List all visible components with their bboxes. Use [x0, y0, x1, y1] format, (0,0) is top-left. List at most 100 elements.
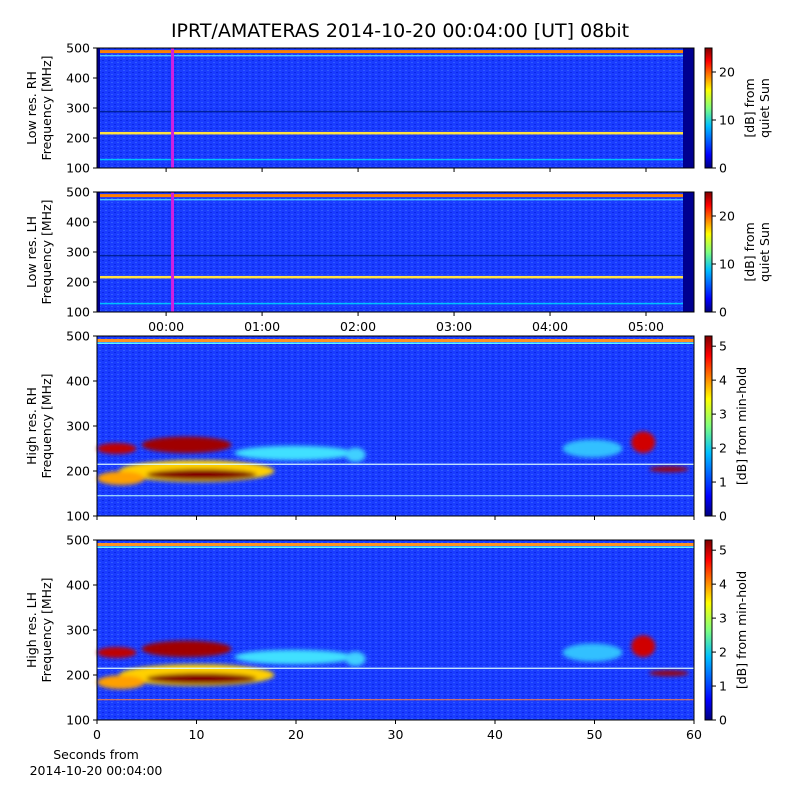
band	[97, 131, 694, 135]
burst	[631, 635, 656, 657]
y-tick-label: 300	[66, 419, 90, 434]
colorbar-tick-label: 4	[719, 577, 727, 592]
colorbar-tick-label: 20	[719, 209, 735, 224]
band	[97, 302, 694, 305]
x-tick-label: 03:00	[436, 319, 472, 334]
band	[97, 110, 694, 113]
band	[97, 199, 694, 201]
burst	[234, 445, 354, 461]
colorbar-label: quiet Sun	[757, 222, 772, 282]
y-tick-label: 100	[66, 509, 90, 524]
colorbar-label: [dB] from min-hold	[734, 367, 749, 485]
burst	[97, 471, 145, 486]
band	[97, 275, 694, 279]
colorbar-tick-label: 5	[719, 339, 727, 354]
y-tick-label: 200	[66, 275, 90, 290]
x-tick-label: 04:00	[532, 319, 568, 334]
x-tick-label: 01:00	[244, 319, 280, 334]
y-axis-label: High res. LH	[24, 592, 39, 668]
band	[683, 48, 694, 168]
colorbar-tick-label: 0	[719, 713, 727, 728]
band	[97, 342, 694, 344]
band	[97, 158, 694, 161]
band	[97, 339, 694, 342]
colorbar-tick-label: 0	[719, 161, 727, 176]
spectrogram-image	[97, 48, 694, 168]
x-tick-label: 50	[587, 727, 603, 742]
spectrogram-image	[97, 192, 694, 312]
band	[97, 50, 694, 54]
band	[97, 463, 694, 465]
colorbar-tick-label: 10	[719, 257, 735, 272]
colorbar-label: [dB] from min-hold	[734, 571, 749, 689]
burst	[146, 673, 257, 684]
band	[97, 192, 100, 312]
burst	[631, 431, 656, 454]
y-tick-label: 500	[66, 41, 90, 56]
spectrogram-image	[97, 336, 694, 516]
y-axis-label: Frequency [MHz]	[39, 577, 54, 682]
colorbar-tick-label: 1	[719, 475, 727, 490]
band	[97, 699, 694, 701]
y-tick-label: 200	[66, 464, 90, 479]
colorbar-tick-label: 2	[719, 645, 727, 660]
colorbar-label: [dB] from	[742, 222, 757, 281]
x-tick-label: 10	[189, 727, 205, 742]
colorbar	[704, 191, 713, 313]
colorbar-tick-label: 1	[719, 679, 727, 694]
band	[97, 254, 694, 257]
y-tick-label: 400	[66, 374, 90, 389]
burst	[97, 675, 145, 690]
figure-title: IPRT/AMATERAS 2014-10-20 00:04:00 [UT] 0…	[171, 20, 629, 42]
colorbar-tick-label: 3	[719, 611, 727, 626]
y-axis-label: High res. RH	[24, 387, 39, 465]
band	[683, 192, 694, 312]
emission	[97, 635, 689, 690]
x-tick-label: 60	[686, 727, 702, 742]
x-tick-label: 0	[93, 727, 101, 742]
colorbar-label: [dB] from	[742, 78, 757, 137]
x-tick-label: 02:00	[340, 319, 376, 334]
y-tick-label: 500	[66, 329, 90, 344]
x-tick-label: 30	[388, 727, 404, 742]
band	[97, 495, 694, 497]
x-tick-label: 40	[487, 727, 503, 742]
colorbar-tick-label: 2	[719, 441, 727, 456]
y-tick-label: 200	[66, 668, 90, 683]
band	[97, 48, 100, 168]
y-tick-label: 300	[66, 623, 90, 638]
burst	[649, 670, 689, 676]
y-tick-label: 300	[66, 245, 90, 260]
colorbar-tick-label: 20	[719, 65, 735, 80]
burst	[649, 466, 689, 472]
x-axis-label: Seconds from	[53, 747, 139, 762]
y-axis-label: Frequency [MHz]	[39, 199, 54, 304]
y-tick-label: 100	[66, 713, 90, 728]
y-tick-label: 100	[66, 305, 90, 320]
burst	[345, 651, 366, 666]
y-tick-label: 400	[66, 215, 90, 230]
burst	[345, 447, 366, 462]
band	[97, 543, 694, 546]
colorbar-tick-label: 0	[719, 305, 727, 320]
band	[97, 546, 694, 548]
burst	[562, 439, 623, 458]
y-tick-label: 400	[66, 71, 90, 86]
x-tick-label: 20	[288, 727, 304, 742]
colorbar-tick-label: 0	[719, 509, 727, 524]
colorbar-tick-label: 4	[719, 373, 727, 388]
band	[97, 194, 694, 198]
y-tick-label: 300	[66, 101, 90, 116]
burst	[141, 436, 232, 453]
band	[97, 667, 694, 669]
colorbar-tick-label: 3	[719, 407, 727, 422]
colorbar	[704, 335, 713, 517]
burst	[562, 643, 623, 662]
y-axis-label: Low res. RH	[24, 71, 39, 145]
y-axis-label: Low res. LH	[24, 216, 39, 288]
x-tick-label: 00:00	[148, 319, 184, 334]
